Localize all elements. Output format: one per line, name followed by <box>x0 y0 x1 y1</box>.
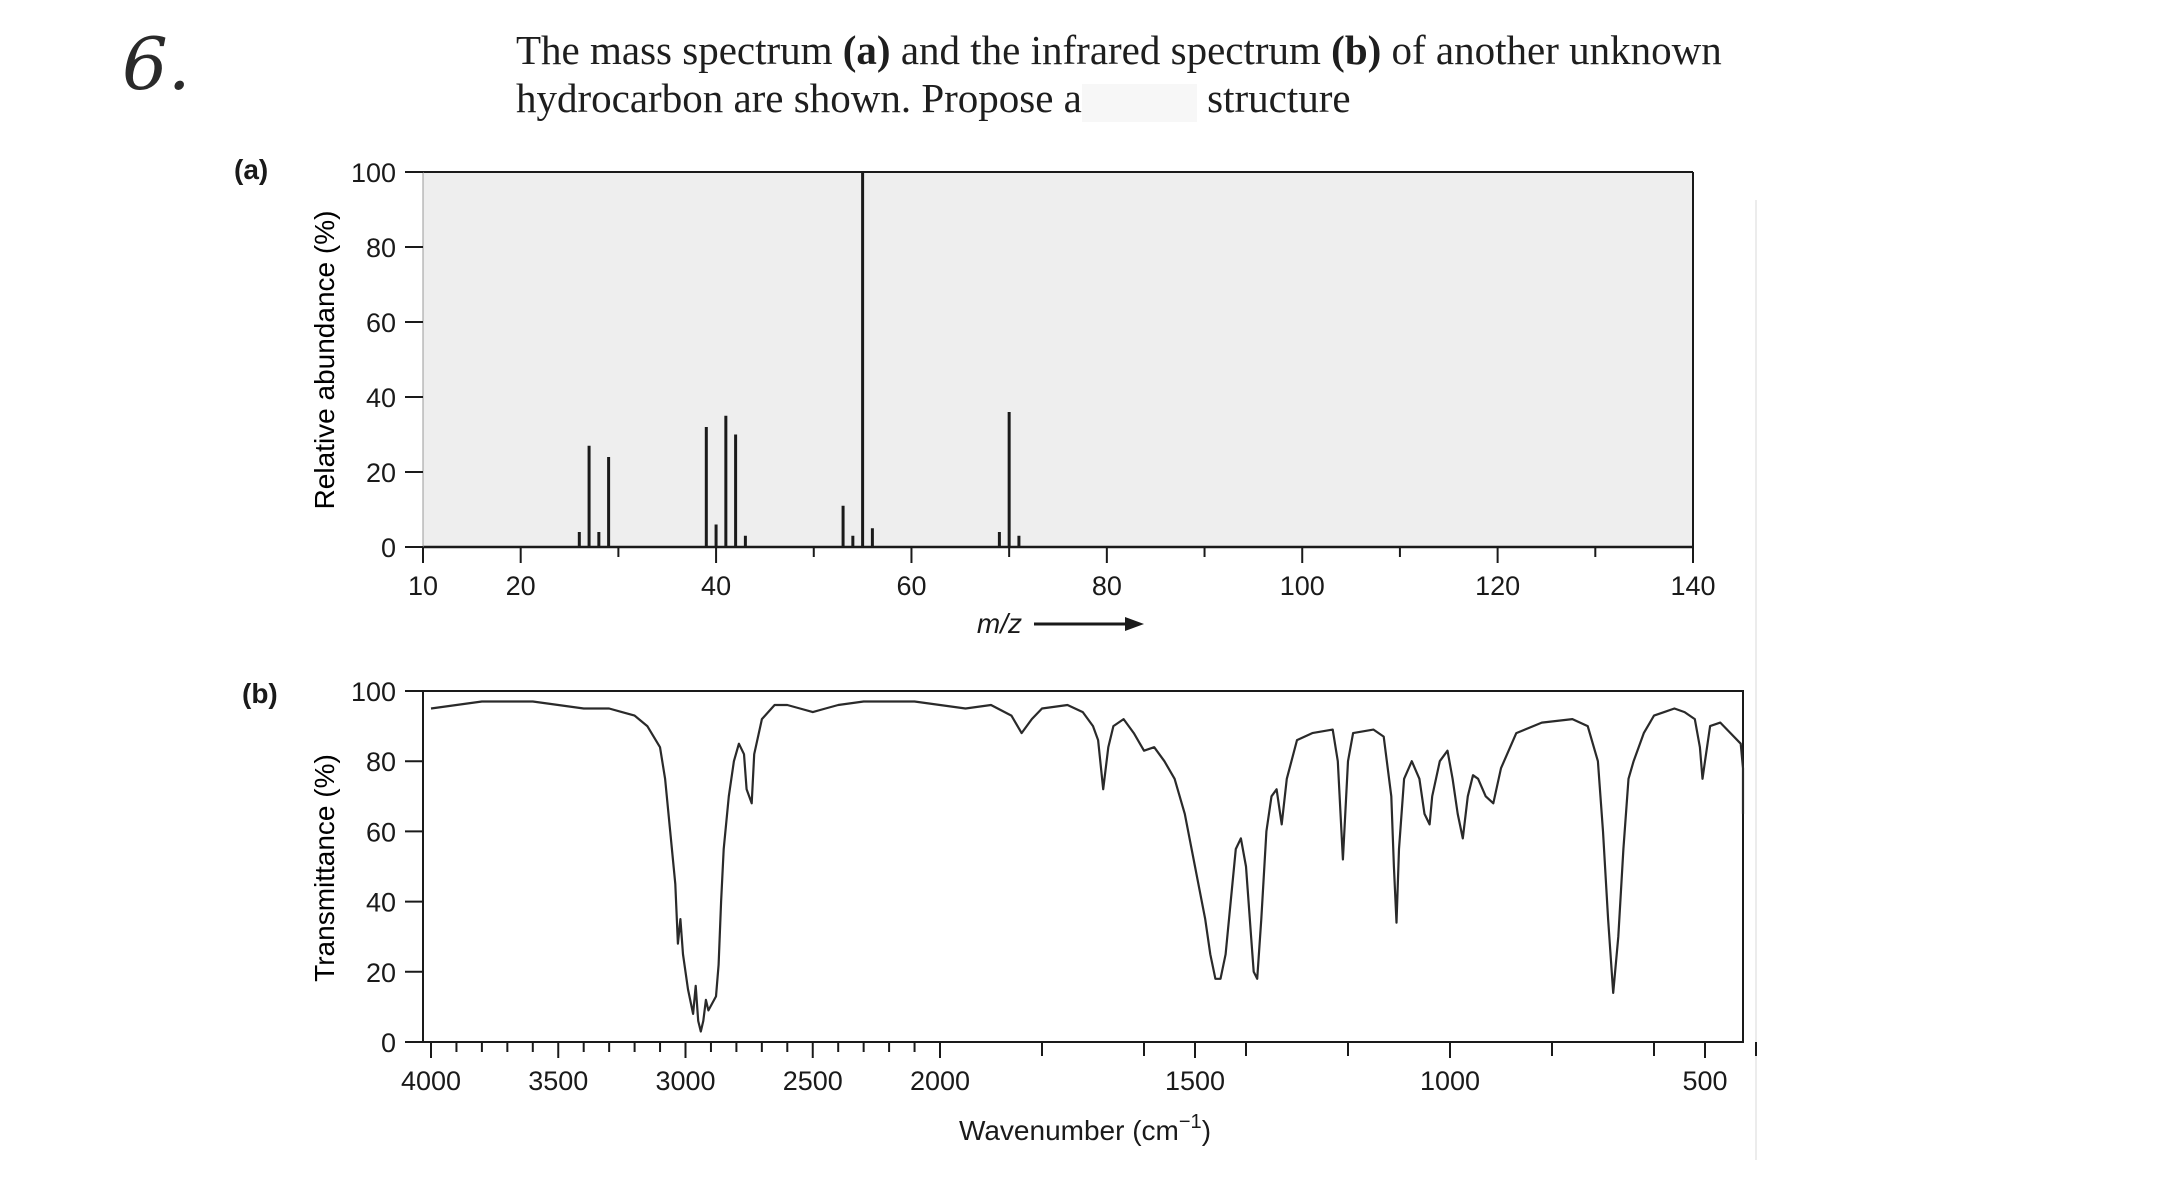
ir-y-ticks: 0 20 40 60 80 100 <box>351 677 423 1058</box>
ir-plot-frame <box>422 690 1744 1043</box>
prompt-line1-post: of another unknown <box>1381 27 1722 73</box>
panel-label-b: (b) <box>242 678 278 709</box>
ir-x-tick-label: 3000 <box>655 1066 715 1096</box>
ir-y-axis-title: Transmittance (%) <box>309 754 340 982</box>
mass-spectrum-chart: 0 20 40 60 80 100 10 20 40 60 80 100 120 140 Relativ… <box>309 158 1716 639</box>
page-edge-line <box>1755 200 1757 1160</box>
ir-y-tick-label: 60 <box>366 817 396 847</box>
ms-x-ticks: 10 20 40 60 80 100 120 140 <box>408 547 1716 601</box>
ir-x-tick-label: 2000 <box>910 1066 970 1096</box>
ir-y-tick-label: 80 <box>366 747 396 777</box>
ir-y-tick-label: 40 <box>366 888 396 918</box>
panel-label-a: (a) <box>234 154 269 185</box>
ms-x-tick-label: 120 <box>1475 571 1520 601</box>
ms-x-tick-label: 20 <box>506 571 536 601</box>
ms-y-tick-label: 0 <box>381 533 396 563</box>
ir-spectrum-chart: 0 20 40 60 80 100 4000 3500 3000 2500 2000 1500 100… <box>309 677 1757 1146</box>
ms-x-tick-label: 40 <box>701 571 731 601</box>
prompt-line-2: hydrocarbon are shown. Propose a structu… <box>516 74 1816 122</box>
mass-spectrum-peaks <box>577 172 1021 547</box>
mass-spectrum-plot-area <box>423 172 1693 547</box>
ms-x-tick-label: 100 <box>1280 571 1325 601</box>
ms-x-tick-label: 140 <box>1670 571 1715 601</box>
prompt-line1-mid: and the infrared spectrum <box>890 27 1332 73</box>
ms-y-ticks: 0 20 40 60 80 100 <box>351 158 423 563</box>
redaction-mark <box>1081 83 1197 122</box>
ms-y-tick-label: 40 <box>366 383 396 413</box>
prompt-text: The mass spectrum (a) and the infrared s… <box>516 26 1816 122</box>
ir-x-tick-label: 1500 <box>1165 1066 1225 1096</box>
ir-y-tick-label: 0 <box>381 1028 396 1058</box>
ms-x-arrow <box>1034 617 1144 631</box>
prompt-label-b: (b) <box>1331 27 1382 73</box>
prompt-label-a: (a) <box>842 27 891 73</box>
prompt-line-1: The mass spectrum (a) and the infrared s… <box>516 26 1816 74</box>
ms-y-tick-label: 60 <box>366 308 396 338</box>
ir-x-tick-label: 3500 <box>528 1066 588 1096</box>
ir-x-axis-title: Wavenumber (cm−1) <box>959 1111 1211 1146</box>
ms-x-tick-label: 60 <box>896 571 926 601</box>
ms-y-axis-title: Relative abundance (%) <box>309 211 340 510</box>
ir-spectrum-line <box>430 700 1745 1033</box>
ms-x-axis-title: m/z <box>977 608 1022 639</box>
ir-x-ticks: 4000 3500 3000 2500 2000 1500 1000 500 <box>401 1042 1757 1096</box>
ir-x-tick-label: 2500 <box>783 1066 843 1096</box>
problem-number: 6. <box>122 22 191 106</box>
ir-x-tick-label: 1000 <box>1420 1066 1480 1096</box>
ms-y-tick-label: 80 <box>366 233 396 263</box>
ms-y-tick-label: 20 <box>366 458 396 488</box>
ms-x-tick-label: 80 <box>1092 571 1122 601</box>
ir-y-tick-label: 100 <box>351 677 396 707</box>
ir-x-tick-label: 500 <box>1682 1066 1727 1096</box>
prompt-line2-post: structure <box>1196 75 1351 121</box>
ms-x-tick-label: 10 <box>408 571 438 601</box>
ir-y-tick-label: 20 <box>366 958 396 988</box>
ms-y-tick-label: 100 <box>351 158 396 188</box>
prompt-line1-pre: The mass spectrum <box>516 27 843 73</box>
ir-x-tick-label: 4000 <box>401 1066 461 1096</box>
prompt-line2-pre: hydrocarbon are shown. Propose a <box>516 75 1082 121</box>
